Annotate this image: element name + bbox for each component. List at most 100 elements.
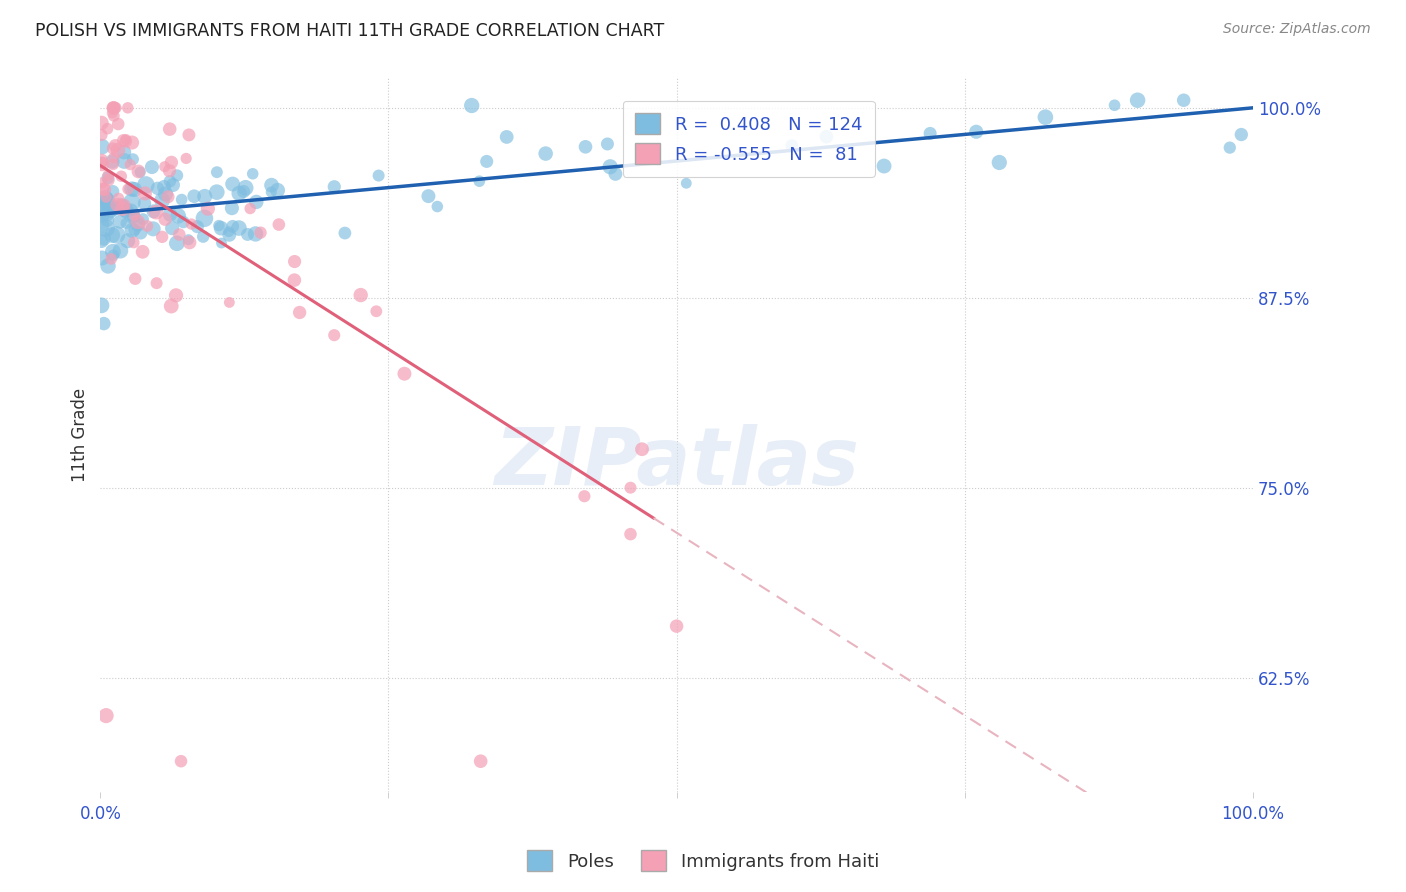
Point bbox=[232, 185, 254, 199]
Point bbox=[194, 189, 217, 203]
Point bbox=[284, 254, 307, 268]
Point bbox=[780, 138, 803, 153]
Point bbox=[105, 201, 128, 215]
Point bbox=[91, 157, 114, 171]
Point bbox=[127, 218, 149, 232]
Point bbox=[114, 205, 136, 219]
Point bbox=[266, 183, 288, 197]
Point bbox=[174, 152, 197, 166]
Point bbox=[596, 136, 619, 151]
Point bbox=[94, 191, 117, 205]
Point bbox=[105, 227, 128, 242]
Point bbox=[96, 213, 118, 227]
Point bbox=[121, 195, 143, 210]
Point bbox=[221, 177, 243, 191]
Point bbox=[96, 190, 118, 204]
Point bbox=[96, 193, 118, 207]
Point bbox=[965, 125, 987, 139]
Point bbox=[91, 251, 114, 265]
Point bbox=[177, 233, 200, 247]
Point bbox=[90, 156, 112, 170]
Point bbox=[208, 219, 231, 233]
Point bbox=[920, 127, 942, 141]
Point bbox=[110, 244, 132, 258]
Point bbox=[236, 227, 259, 242]
Point bbox=[101, 185, 124, 199]
Point bbox=[460, 98, 482, 112]
Point bbox=[100, 252, 122, 266]
Point bbox=[101, 106, 124, 120]
Point bbox=[166, 169, 188, 183]
Point bbox=[112, 145, 135, 160]
Point bbox=[91, 139, 114, 153]
Point bbox=[108, 215, 131, 229]
Legend: R =  0.408   N = 124, R = -0.555   N =  81: R = 0.408 N = 124, R = -0.555 N = 81 bbox=[623, 101, 875, 177]
Point bbox=[191, 229, 214, 244]
Point bbox=[103, 101, 125, 115]
Point bbox=[90, 234, 112, 248]
Point bbox=[239, 202, 262, 216]
Point bbox=[114, 198, 136, 212]
Point bbox=[394, 367, 416, 381]
Point bbox=[145, 276, 167, 290]
Point bbox=[249, 226, 271, 240]
Point bbox=[205, 185, 228, 199]
Point bbox=[103, 101, 125, 115]
Point bbox=[221, 201, 243, 215]
Point bbox=[97, 173, 120, 187]
Point bbox=[186, 219, 208, 234]
Point bbox=[160, 155, 183, 169]
Point bbox=[153, 160, 176, 174]
Point bbox=[605, 167, 627, 181]
Point bbox=[122, 153, 145, 167]
Point bbox=[245, 194, 267, 209]
Point bbox=[135, 178, 157, 192]
Point bbox=[323, 179, 346, 194]
Point bbox=[205, 165, 228, 179]
Point bbox=[101, 157, 124, 171]
Point bbox=[91, 182, 114, 196]
Point bbox=[495, 130, 517, 145]
Point bbox=[103, 151, 125, 165]
Point bbox=[124, 208, 146, 222]
Point bbox=[114, 202, 136, 217]
Point bbox=[1219, 141, 1241, 155]
Point bbox=[159, 163, 181, 178]
Point bbox=[90, 116, 112, 130]
Point bbox=[131, 244, 153, 259]
Point bbox=[211, 235, 233, 250]
Point bbox=[90, 298, 112, 312]
Point bbox=[1126, 93, 1149, 107]
Point bbox=[218, 295, 240, 310]
Point bbox=[90, 176, 112, 190]
Point bbox=[146, 181, 169, 195]
Point bbox=[122, 235, 145, 250]
Point bbox=[142, 222, 165, 236]
Point bbox=[91, 204, 114, 219]
Point bbox=[426, 200, 449, 214]
Point bbox=[105, 197, 128, 211]
Point bbox=[142, 204, 165, 219]
Point bbox=[117, 101, 139, 115]
Point bbox=[96, 194, 118, 208]
Point bbox=[90, 128, 112, 142]
Point bbox=[418, 189, 440, 203]
Point bbox=[468, 174, 491, 188]
Point bbox=[333, 226, 356, 240]
Point bbox=[111, 202, 134, 216]
Point bbox=[242, 167, 264, 181]
Point bbox=[104, 101, 127, 115]
Point bbox=[101, 154, 124, 169]
Point bbox=[129, 165, 152, 179]
Point bbox=[96, 206, 118, 220]
Y-axis label: 11th Grade: 11th Grade bbox=[72, 387, 89, 482]
Point bbox=[470, 754, 492, 768]
Point bbox=[619, 527, 641, 541]
Point bbox=[127, 215, 149, 229]
Point bbox=[159, 122, 181, 136]
Point bbox=[367, 169, 389, 183]
Point bbox=[96, 221, 118, 235]
Point bbox=[323, 328, 346, 343]
Point bbox=[160, 299, 183, 313]
Point bbox=[631, 442, 654, 457]
